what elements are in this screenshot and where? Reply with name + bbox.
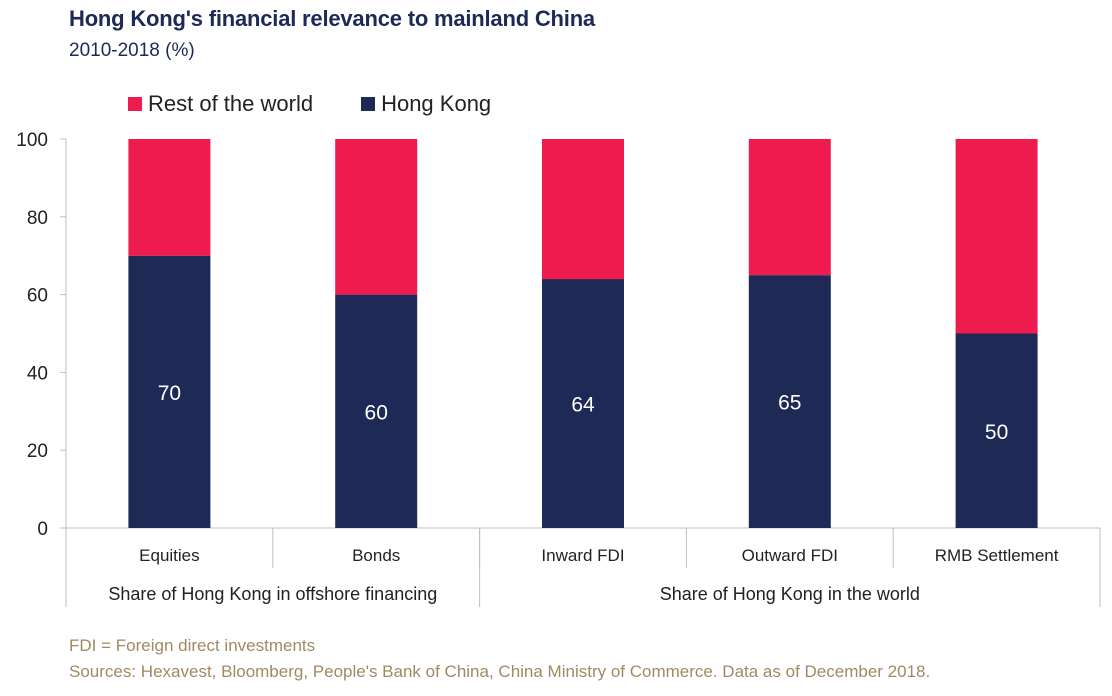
data-label-hong-kong: 70 [158, 382, 181, 405]
bar-hong-kong [955, 333, 1038, 528]
legend-swatch-hong-kong [361, 97, 376, 111]
bar-hong-kong [335, 294, 418, 528]
x-category-label: Equities [139, 546, 199, 565]
x-category-label: Outward FDI [742, 546, 838, 565]
chart-title: Hong Kong's financial relevance to mainl… [69, 6, 595, 31]
x-category-label: Bonds [352, 546, 400, 565]
bar-hong-kong [542, 279, 624, 528]
legend-item-rest-of-world: Rest of the world [128, 91, 313, 117]
bar-rest-of-world [955, 139, 1038, 334]
legend-item-hong-kong: Hong Kong [361, 91, 491, 117]
y-tick-label: 100 [16, 130, 48, 151]
y-tick-label: 60 [27, 286, 48, 307]
legend-label-rest-of-world: Rest of the world [148, 91, 314, 116]
bar-rest-of-world [542, 139, 624, 280]
data-label-hong-kong: 60 [365, 401, 388, 424]
bar-rest-of-world [128, 139, 211, 256]
legend-swatch-rest-of-world [128, 97, 142, 111]
bar-hong-kong [128, 255, 211, 528]
bar-rest-of-world [335, 139, 418, 295]
group-label: Share of Hong Kong in the world [660, 584, 920, 604]
legend-label-hong-kong: Hong Kong [381, 91, 492, 116]
bar-rest-of-world [748, 139, 831, 276]
data-label-hong-kong: 50 [985, 421, 1008, 444]
y-tick-label: 0 [37, 519, 48, 540]
legend: Rest of the world Hong Kong [128, 91, 539, 117]
y-tick-label: 20 [27, 441, 48, 462]
group-label: Share of Hong Kong in offshore financing [108, 584, 437, 604]
y-tick-label: 40 [27, 363, 48, 384]
footnote-fdi: FDI = Foreign direct investments [69, 636, 316, 655]
x-category-label: RMB Settlement [935, 546, 1059, 565]
y-tick-label: 80 [27, 208, 48, 229]
x-category-label: Inward FDI [541, 546, 624, 565]
footnote-sources: Sources: Hexavest, Bloomberg, People's B… [69, 662, 931, 681]
data-label-hong-kong: 65 [778, 392, 801, 415]
bar-hong-kong [748, 275, 831, 528]
data-label-hong-kong: 64 [571, 394, 595, 417]
chart-subtitle: 2010-2018 (%) [69, 40, 195, 61]
